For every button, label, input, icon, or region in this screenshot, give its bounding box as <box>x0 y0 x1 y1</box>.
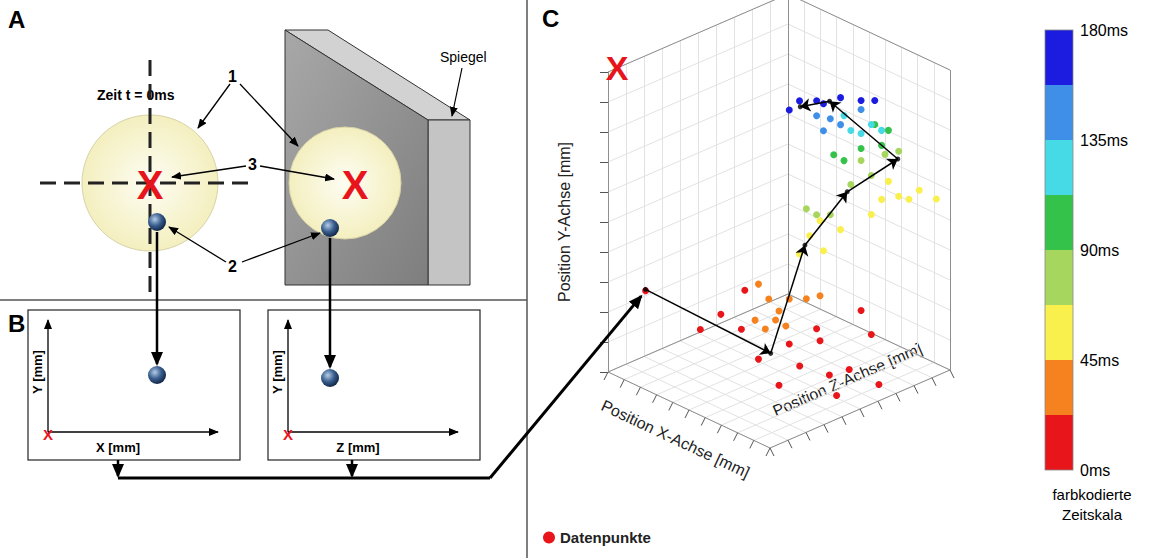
svg-text:X: X <box>342 163 369 207</box>
svg-text:0ms: 0ms <box>1080 462 1110 479</box>
svg-text:Y [mm]: Y [mm] <box>30 350 45 394</box>
svg-text:90ms: 90ms <box>1080 242 1119 259</box>
svg-text:45ms: 45ms <box>1080 352 1119 369</box>
svg-text:A: A <box>8 6 25 33</box>
svg-text:B: B <box>8 310 25 337</box>
svg-text:C: C <box>542 5 559 32</box>
svg-text:Datenpunkte: Datenpunkte <box>560 529 651 546</box>
svg-text:Z [mm]: Z [mm] <box>336 440 379 455</box>
svg-text:2: 2 <box>228 258 237 275</box>
svg-text:X: X <box>606 49 629 87</box>
svg-text:Position Y-Achse [mm]: Position Y-Achse [mm] <box>556 142 573 302</box>
svg-text:Position Z-Achse [mm]: Position Z-Achse [mm] <box>770 339 925 420</box>
svg-text:farbkodierte: farbkodierte <box>1052 486 1131 503</box>
svg-text:3: 3 <box>248 156 257 173</box>
svg-text:1: 1 <box>228 68 237 85</box>
svg-text:Y [mm]: Y [mm] <box>270 350 285 394</box>
svg-text:X [mm]: X [mm] <box>96 440 140 455</box>
svg-text:135ms: 135ms <box>1080 132 1128 149</box>
svg-text:X: X <box>43 426 53 443</box>
svg-text:X: X <box>137 163 164 207</box>
svg-text:180ms: 180ms <box>1080 22 1128 39</box>
svg-text:Position X-Achse [mm]: Position X-Achse [mm] <box>599 397 753 481</box>
svg-text:Zeitskala: Zeitskala <box>1062 506 1123 523</box>
svg-text:Zeit t = 0ms: Zeit t = 0ms <box>97 87 175 103</box>
svg-text:X: X <box>283 426 293 443</box>
svg-text:Spiegel: Spiegel <box>440 49 487 65</box>
